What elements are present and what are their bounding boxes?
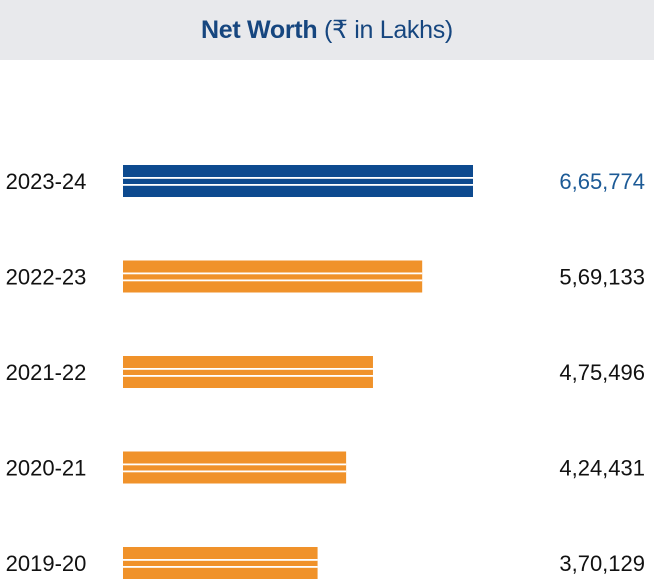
- bar: [123, 547, 318, 579]
- category-label: 2021-22: [6, 360, 87, 385]
- bar-stripe: [123, 470, 347, 473]
- bar-stripe: [123, 566, 318, 568]
- value-label: 5,69,133: [559, 265, 645, 290]
- bar: [123, 260, 423, 293]
- value-label: 4,24,431: [559, 456, 645, 481]
- category-label: 2023-24: [6, 169, 87, 194]
- bar: [123, 356, 373, 388]
- bar-stripe: [123, 177, 473, 179]
- value-label: 4,75,496: [559, 360, 645, 385]
- bar: [123, 165, 473, 197]
- bar-stripe: [123, 184, 473, 186]
- category-label: 2020-21: [6, 456, 87, 481]
- bar-stripe: [123, 279, 423, 282]
- chart-header: Net Worth (₹ in Lakhs): [0, 0, 654, 60]
- bar-stripe: [123, 375, 373, 377]
- bar-stripe: [123, 559, 318, 561]
- bar-stripe: [123, 272, 423, 275]
- chart-title-unit: (₹ in Lakhs): [317, 16, 453, 44]
- category-label: 2022-23: [6, 265, 87, 290]
- value-label: 3,70,129: [559, 551, 645, 576]
- bar-stripe: [123, 368, 373, 370]
- value-label: 6,65,774: [559, 169, 645, 194]
- bar-stripe: [123, 463, 347, 466]
- chart-title: Net Worth (₹ in Lakhs): [0, 14, 654, 46]
- chart-title-bold: Net Worth: [201, 16, 318, 44]
- category-label: 2019-20: [6, 551, 87, 576]
- bar: [123, 451, 347, 484]
